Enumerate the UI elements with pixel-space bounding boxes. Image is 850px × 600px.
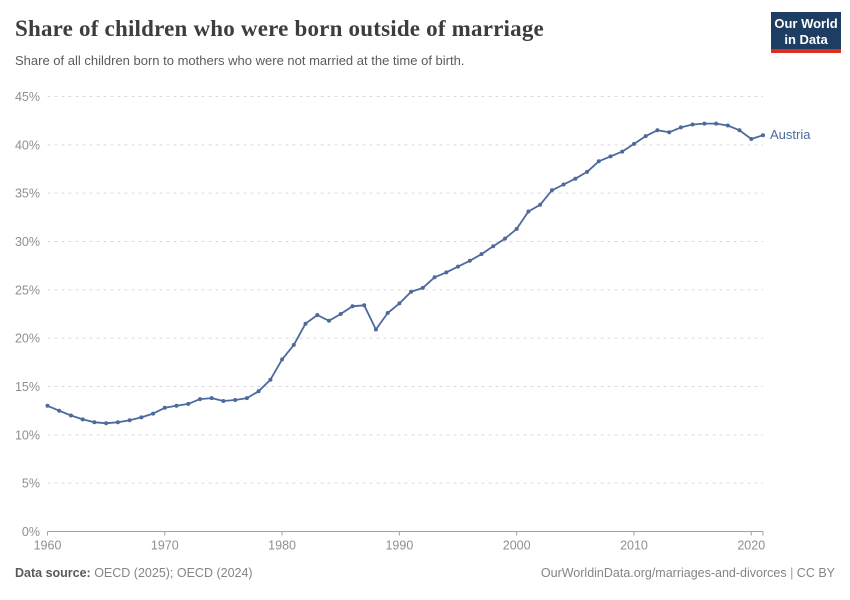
page-title: Share of children who were born outside … bbox=[15, 16, 544, 41]
data-point[interactable] bbox=[315, 313, 320, 317]
data-point[interactable] bbox=[456, 264, 460, 269]
data-point[interactable] bbox=[280, 357, 285, 362]
data-point[interactable] bbox=[714, 121, 719, 126]
data-point[interactable] bbox=[104, 421, 109, 426]
data-point[interactable] bbox=[643, 134, 648, 139]
data-point[interactable] bbox=[151, 411, 156, 416]
data-point[interactable] bbox=[632, 141, 636, 146]
data-point[interactable] bbox=[737, 128, 742, 133]
data-point[interactable] bbox=[373, 327, 378, 332]
data-point[interactable] bbox=[350, 304, 355, 309]
x-tick-label: 2020 bbox=[737, 539, 765, 553]
footer-links: OurWorldinData.org/marriages-and-divorce… bbox=[541, 566, 835, 580]
data-point[interactable] bbox=[444, 270, 449, 275]
x-tick-label: 2010 bbox=[620, 539, 648, 553]
data-point[interactable] bbox=[338, 312, 343, 316]
entity-label[interactable]: Austria bbox=[770, 127, 811, 142]
y-tick-label: 40% bbox=[15, 138, 40, 152]
data-point[interactable] bbox=[467, 258, 472, 263]
data-point[interactable] bbox=[127, 418, 132, 423]
y-tick-label: 35% bbox=[15, 187, 40, 201]
x-tick-label: 1970 bbox=[151, 539, 179, 553]
owid-logo-line2: in Data bbox=[784, 32, 828, 47]
chart-subtitle: Share of all children born to mothers wh… bbox=[15, 53, 465, 68]
data-point[interactable] bbox=[256, 389, 261, 394]
data-point[interactable] bbox=[526, 209, 531, 214]
y-tick-label: 30% bbox=[15, 235, 40, 249]
owid-logo[interactable]: Our World in Data bbox=[771, 12, 841, 53]
data-point[interactable] bbox=[655, 128, 660, 133]
data-point[interactable] bbox=[268, 377, 273, 382]
data-point[interactable] bbox=[327, 318, 331, 323]
data-point[interactable] bbox=[503, 236, 507, 241]
data-point[interactable] bbox=[690, 122, 695, 127]
data-source-value: OECD (2025); OECD (2024) bbox=[90, 566, 253, 580]
data-point[interactable] bbox=[162, 405, 167, 410]
y-tick-label: 15% bbox=[15, 380, 40, 394]
data-point[interactable] bbox=[514, 226, 519, 231]
data-point[interactable] bbox=[761, 133, 765, 138]
data-source-note: Data source: OECD (2025); OECD (2024) bbox=[15, 566, 253, 580]
data-point[interactable] bbox=[749, 137, 754, 141]
data-point[interactable] bbox=[244, 396, 249, 401]
owid-logo-line1: Our World bbox=[774, 16, 838, 31]
data-point[interactable] bbox=[596, 159, 601, 164]
data-point[interactable] bbox=[432, 275, 437, 280]
data-point[interactable] bbox=[80, 417, 85, 422]
data-point[interactable] bbox=[362, 303, 367, 308]
data-point[interactable] bbox=[620, 149, 625, 154]
data-point[interactable] bbox=[397, 301, 402, 306]
data-point[interactable] bbox=[174, 403, 179, 408]
data-point[interactable] bbox=[69, 413, 73, 418]
data-point[interactable] bbox=[291, 342, 296, 347]
footer-separator: | bbox=[786, 566, 797, 580]
data-point[interactable] bbox=[115, 420, 120, 425]
data-point[interactable] bbox=[608, 154, 613, 159]
data-point[interactable] bbox=[303, 321, 308, 326]
x-tick-label: 1990 bbox=[385, 539, 413, 553]
data-point[interactable] bbox=[538, 202, 543, 207]
data-point[interactable] bbox=[420, 285, 425, 290]
data-point[interactable] bbox=[678, 125, 683, 130]
y-tick-label: 0% bbox=[22, 525, 40, 539]
data-point[interactable] bbox=[209, 396, 214, 401]
data-point[interactable] bbox=[549, 188, 554, 193]
data-point[interactable] bbox=[585, 169, 590, 174]
data-point[interactable] bbox=[221, 399, 226, 403]
data-source-label: Data source: bbox=[15, 566, 91, 580]
y-tick-label: 5% bbox=[22, 477, 40, 491]
data-point[interactable] bbox=[233, 398, 238, 402]
data-point[interactable] bbox=[139, 415, 144, 420]
data-point[interactable] bbox=[667, 130, 672, 135]
data-point[interactable] bbox=[57, 408, 62, 413]
data-point[interactable] bbox=[92, 420, 97, 425]
data-point[interactable] bbox=[702, 121, 707, 126]
license-link[interactable]: CC BY bbox=[796, 566, 835, 580]
data-line[interactable] bbox=[46, 122, 764, 425]
data-point[interactable] bbox=[385, 311, 390, 315]
x-tick-label: 2000 bbox=[503, 539, 531, 553]
data-point[interactable] bbox=[561, 182, 566, 187]
data-point[interactable] bbox=[573, 176, 578, 181]
data-point[interactable] bbox=[491, 244, 496, 249]
y-tick-label: 45% bbox=[15, 90, 40, 104]
owid-url-link[interactable]: OurWorldinData.org/marriages-and-divorce… bbox=[540, 566, 787, 580]
y-tick-label: 20% bbox=[15, 332, 40, 346]
data-point[interactable] bbox=[725, 123, 730, 128]
x-tick-label: 1980 bbox=[268, 539, 296, 553]
y-tick-label: 25% bbox=[15, 283, 40, 297]
data-point[interactable] bbox=[479, 252, 484, 257]
x-tick-label: 1960 bbox=[34, 539, 62, 553]
data-point[interactable] bbox=[45, 403, 50, 408]
data-point[interactable] bbox=[186, 401, 191, 406]
data-point[interactable] bbox=[409, 289, 414, 294]
data-point[interactable] bbox=[198, 397, 202, 402]
y-tick-label: 10% bbox=[15, 428, 40, 442]
